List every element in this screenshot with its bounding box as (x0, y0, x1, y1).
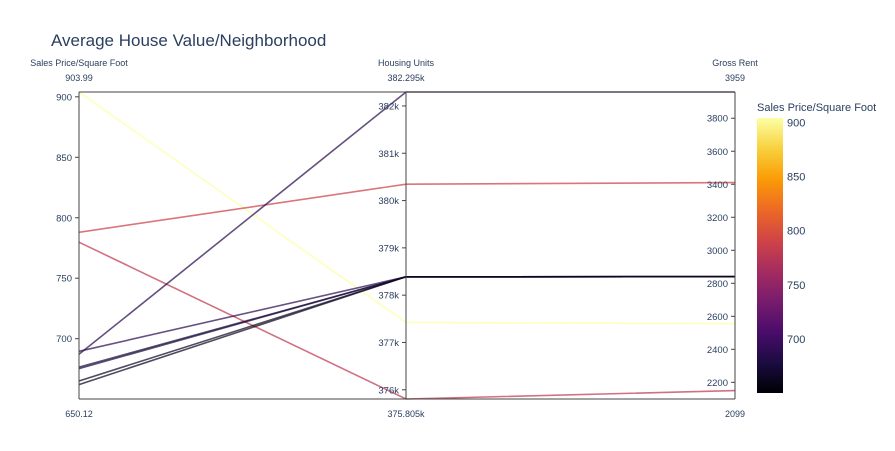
axis-2: Housing Units 382.295k 375.805k 376k 377k 378… (378, 58, 435, 419)
axes-layer: Sales Price/Square Foot 903.99 650.12 700 75… (30, 58, 758, 419)
tick-label: 380k (378, 196, 399, 207)
tick-label: 900 (56, 92, 72, 103)
axis-range-max: 903.99 (65, 73, 93, 83)
tick-label: 377k (378, 338, 399, 349)
axis-range-min: 375.805k (387, 409, 425, 419)
data-line (78, 241, 736, 400)
tick-label: 2600 (707, 312, 728, 323)
axis-3: Gross Rent 3959 2099 2200 2400 2600 2800 3000 32… (707, 58, 758, 419)
axis-range-max: 382.295k (387, 73, 425, 83)
tick-label: 850 (56, 153, 72, 164)
tick-label: 2800 (707, 279, 728, 290)
tick-label: 2400 (707, 345, 728, 356)
colorbar-ticks: 700 750 800 850 900 (787, 117, 805, 346)
tick-label: 700 (56, 334, 72, 345)
tick-label: 3200 (707, 213, 728, 224)
axis-range-max: 3959 (725, 73, 745, 83)
colorbar-gradient (757, 118, 783, 393)
colorbar-tick-label: 700 (787, 334, 805, 346)
tick-label: 382k (378, 101, 399, 112)
colorbar-tick-label: 750 (787, 280, 805, 292)
colorbar-tick-label: 800 (787, 226, 805, 238)
lines-layer (78, 91, 736, 400)
axis-range-min: 650.12 (65, 409, 93, 419)
tick-label: 3600 (707, 147, 728, 158)
colorbar-tick-label: 900 (787, 117, 805, 129)
tick-label: 379k (378, 243, 399, 254)
colorbar-tick-label: 850 (787, 171, 805, 183)
axis-title: Gross Rent (712, 58, 758, 68)
tick-label: 800 (56, 213, 72, 224)
data-line (78, 91, 735, 355)
tick-label: 378k (378, 291, 399, 302)
tick-label: 376k (378, 385, 399, 396)
tick-label: 750 (56, 274, 72, 285)
axis-1: Sales Price/Square Foot 903.99 650.12 700 75… (30, 58, 128, 419)
axis-title: Sales Price/Square Foot (30, 58, 128, 68)
tick-label: 2200 (707, 378, 728, 389)
chart-title: Average House Value/Neighborhood (51, 31, 326, 50)
axis-range-min: 2099 (725, 409, 745, 419)
tick-label: 381k (378, 149, 399, 160)
colorbar: Sales Price/Square Foot 700 750 800 850 900 (757, 102, 876, 393)
data-line (78, 181, 736, 234)
axis-title: Housing Units (378, 58, 435, 68)
colorbar-title: Sales Price/Square Foot (757, 102, 876, 114)
tick-label: 3400 (707, 180, 728, 191)
tick-label: 3800 (707, 114, 728, 125)
data-line (78, 275, 736, 386)
tick-label: 3000 (707, 246, 728, 257)
